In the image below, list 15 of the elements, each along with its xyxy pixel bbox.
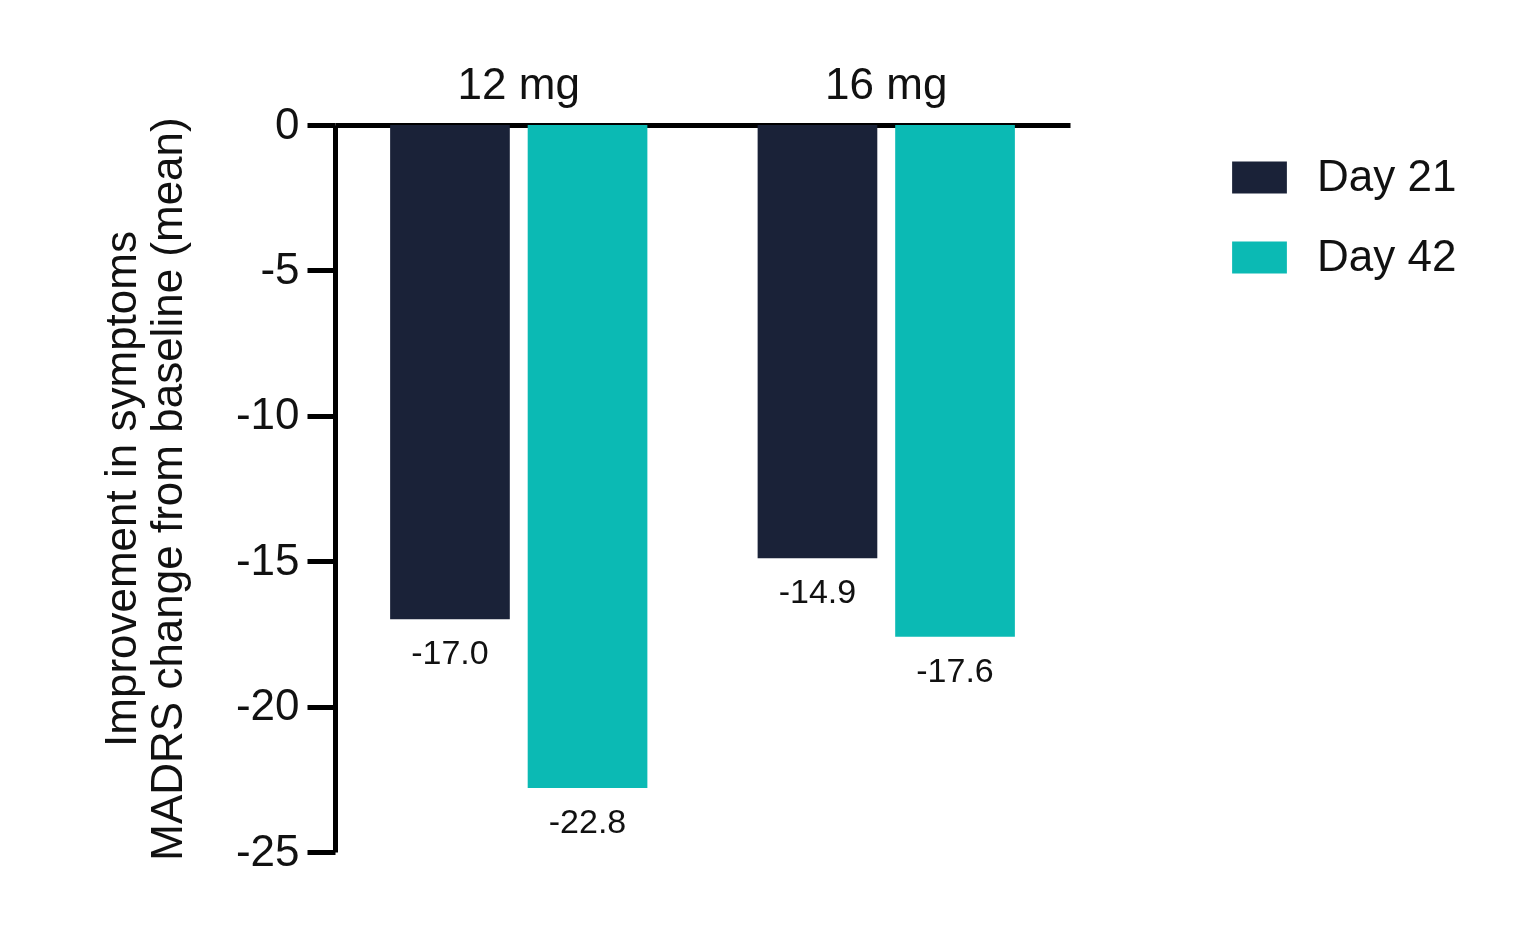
y-axis-title: Improvement in symptoms MADRS change from baseline (mean) <box>95 117 191 861</box>
y-tick-label: 0 <box>275 98 300 148</box>
x-tick-label: 12 mg <box>457 58 580 108</box>
data-label: -17.6 <box>916 650 994 689</box>
y-tick-label: -25 <box>235 825 300 875</box>
y-tick-label: -15 <box>235 534 300 584</box>
data-label: -22.8 <box>548 802 627 841</box>
legend-label: Day 42 <box>1317 230 1457 280</box>
data-label: -14.9 <box>778 572 857 611</box>
legend-label: Day 21 <box>1317 150 1457 200</box>
data-label: -17.0 <box>411 633 489 672</box>
y-tick-label: -20 <box>235 680 300 730</box>
y-tick-label: -5 <box>260 243 300 293</box>
y-tick-label: -10 <box>235 389 300 439</box>
x-tick-label: 16 mg <box>825 58 948 108</box>
